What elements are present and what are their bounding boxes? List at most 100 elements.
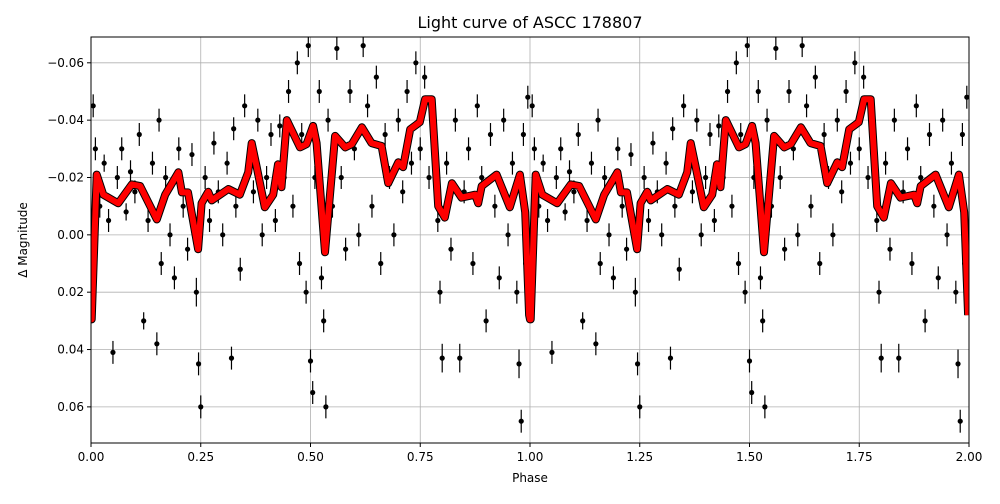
- observation-point: [595, 108, 601, 132]
- observation-point: [110, 340, 116, 364]
- data-marker: [803, 103, 810, 109]
- data-marker: [843, 88, 849, 95]
- observation-point: [400, 180, 406, 204]
- x-tick-label: 2.00: [956, 450, 983, 464]
- data-marker: [373, 74, 379, 80]
- observation-point: [531, 137, 537, 161]
- data-marker: [189, 151, 195, 158]
- observation-point: [878, 343, 884, 373]
- observation-point: [922, 309, 928, 333]
- data-marker: [760, 318, 766, 324]
- observation-point: [681, 94, 687, 118]
- data-marker: [509, 160, 516, 166]
- data-marker: [672, 203, 678, 209]
- x-axis-label: Phase: [512, 471, 548, 485]
- observation-point: [360, 37, 366, 58]
- observation-point: [940, 108, 946, 132]
- observation-point: [452, 108, 458, 132]
- data-marker: [237, 266, 243, 272]
- observation-point: [141, 312, 147, 330]
- observation-point: [145, 209, 151, 232]
- y-axis: −0.06 −0.04 −0.02 0.00 0.02 0.04 0.06: [47, 56, 91, 414]
- observation-point: [437, 280, 443, 304]
- data-marker: [926, 131, 933, 138]
- observation-point: [193, 277, 199, 307]
- data-marker: [518, 418, 524, 424]
- data-marker: [755, 88, 761, 95]
- data-marker: [439, 355, 445, 361]
- data-marker: [847, 160, 854, 166]
- data-marker: [856, 146, 862, 152]
- observation-point: [518, 409, 524, 433]
- observation-point: [259, 223, 265, 247]
- observation-point: [492, 194, 498, 218]
- data-marker: [163, 174, 169, 181]
- data-marker: [101, 160, 107, 166]
- observation-point: [220, 223, 226, 247]
- observation-point: [470, 252, 476, 275]
- data-marker: [676, 266, 682, 272]
- data-marker: [948, 160, 955, 166]
- data-marker: [821, 131, 827, 138]
- observation-point: [575, 123, 581, 146]
- observation-point: [808, 194, 814, 218]
- data-marker: [744, 43, 750, 49]
- observation-point: [422, 65, 428, 89]
- data-marker: [360, 43, 366, 49]
- data-marker: [931, 203, 937, 209]
- data-marker: [650, 140, 656, 146]
- data-marker: [735, 260, 742, 267]
- observation-point: [733, 51, 739, 75]
- observation-point: [395, 108, 401, 132]
- data-marker: [465, 146, 472, 152]
- data-marker: [597, 260, 603, 267]
- data-marker: [158, 260, 164, 267]
- observation-point: [242, 94, 248, 118]
- observation-point: [650, 131, 656, 155]
- observation-point: [593, 332, 599, 356]
- data-marker: [167, 232, 173, 238]
- data-marker: [918, 174, 924, 181]
- observation-point: [127, 160, 134, 184]
- observation-point: [520, 123, 527, 146]
- observation-point: [474, 94, 480, 118]
- data-marker: [935, 275, 941, 281]
- observation-point: [321, 309, 327, 333]
- observation-point: [310, 381, 316, 405]
- observation-point: [465, 137, 472, 161]
- data-marker: [667, 355, 674, 361]
- observation-point: [955, 349, 961, 379]
- data-marker: [595, 117, 601, 123]
- observation-point: [501, 108, 507, 132]
- data-marker: [852, 60, 858, 66]
- x-tick-label: 0.75: [407, 450, 434, 464]
- observation-point: [663, 151, 669, 175]
- data-marker: [422, 74, 428, 80]
- data-marker: [325, 117, 331, 123]
- data-marker: [580, 318, 586, 324]
- observation-point: [404, 80, 410, 103]
- data-marker: [711, 217, 717, 224]
- observation-point: [373, 65, 379, 89]
- data-marker: [773, 45, 779, 52]
- data-marker: [195, 361, 202, 367]
- data-marker: [619, 203, 625, 209]
- data-marker: [479, 174, 485, 181]
- data-marker: [724, 88, 731, 95]
- observation-point: [231, 117, 237, 141]
- y-tick-label: 0.02: [57, 285, 84, 299]
- data-marker: [808, 203, 814, 209]
- data-marker: [861, 74, 867, 80]
- observation-point: [764, 108, 770, 132]
- observation-point: [92, 137, 98, 161]
- data-marker: [663, 160, 669, 166]
- observation-point: [716, 114, 722, 138]
- observation-point: [167, 223, 173, 247]
- data-marker: [786, 88, 792, 95]
- observation-point: [343, 237, 349, 261]
- data-marker: [571, 189, 577, 195]
- observation-point: [760, 309, 766, 333]
- observation-point: [294, 51, 300, 75]
- data-marker: [141, 318, 147, 324]
